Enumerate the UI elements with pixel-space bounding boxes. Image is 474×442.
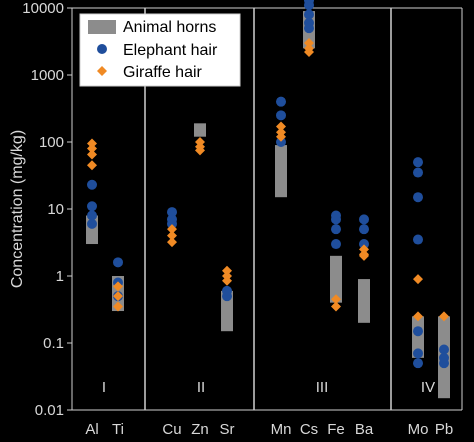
elephant-point bbox=[113, 257, 123, 268]
elephant-point bbox=[167, 207, 177, 218]
giraffe-point bbox=[113, 301, 123, 312]
elephant-point bbox=[167, 218, 177, 229]
x-tick-label: Ba bbox=[355, 421, 374, 438]
x-tick-label: Cs bbox=[300, 421, 318, 438]
group-label: I bbox=[102, 379, 106, 396]
elephant-point bbox=[87, 218, 97, 229]
y-tick-label: 100 bbox=[39, 134, 64, 151]
y-tick-label: 10000 bbox=[22, 0, 64, 17]
giraffe-point bbox=[331, 301, 341, 312]
elephant-point bbox=[331, 214, 341, 225]
elephant-point bbox=[222, 285, 232, 296]
elephant-point bbox=[359, 224, 369, 235]
y-tick-label: 1000 bbox=[31, 67, 64, 84]
elephant-point bbox=[87, 179, 97, 190]
plot-area: 0.01 0.1 1 10 100 1000 10000 Concentration (mg/… bbox=[9, 0, 463, 438]
giraffe-point bbox=[167, 237, 177, 248]
x-tick-label: Mo bbox=[408, 421, 429, 438]
giraffe-point bbox=[439, 311, 449, 322]
elephant-point bbox=[304, 9, 314, 20]
elephant-point bbox=[413, 358, 423, 369]
legend: Animal horns Elephant hair Giraffe hair bbox=[79, 13, 241, 87]
horn-range-box bbox=[330, 255, 342, 303]
giraffe-point bbox=[87, 160, 97, 171]
horn-range-box bbox=[412, 316, 424, 358]
legend-elephant-marker bbox=[97, 44, 107, 54]
giraffe-point bbox=[113, 281, 123, 292]
elephant-point bbox=[413, 348, 423, 359]
elephant-point bbox=[439, 358, 449, 369]
y-tick-label: 1 bbox=[56, 268, 64, 285]
legend-horn-swatch bbox=[88, 20, 116, 34]
x-tick-label: Mn bbox=[271, 421, 292, 438]
elephant-point bbox=[331, 224, 341, 235]
x-tick-label: Sr bbox=[220, 421, 235, 438]
group-label: II bbox=[197, 379, 205, 396]
giraffe-point bbox=[331, 294, 341, 305]
giraffe-point bbox=[87, 149, 97, 160]
giraffe-point bbox=[359, 250, 369, 261]
legend-label-horns: Animal horns bbox=[123, 19, 216, 36]
legend-label-giraffe: Giraffe hair bbox=[123, 64, 203, 81]
y-axis-label: Concentration (mg/kg) bbox=[9, 130, 26, 288]
elephant-point bbox=[276, 110, 286, 121]
horn-range-box bbox=[275, 145, 287, 198]
x-tick-label: Pb bbox=[435, 421, 453, 438]
elephant-point bbox=[304, 23, 314, 34]
giraffe-point bbox=[167, 224, 177, 235]
giraffe-point bbox=[359, 244, 369, 255]
giraffe-point bbox=[222, 265, 232, 276]
legend-label-elephant: Elephant hair bbox=[123, 42, 218, 59]
giraffe-point bbox=[304, 47, 314, 58]
giraffe-point bbox=[113, 291, 123, 302]
giraffe-point bbox=[413, 274, 423, 285]
giraffe-point bbox=[87, 143, 97, 154]
giraffe-point bbox=[413, 311, 423, 322]
elephant-point bbox=[276, 96, 286, 107]
elephant-point bbox=[439, 344, 449, 355]
group-label: IV bbox=[421, 379, 435, 396]
giraffe-point bbox=[304, 38, 314, 49]
horn-range-box bbox=[194, 123, 206, 137]
group-label: III bbox=[316, 379, 329, 396]
x-tick-label: Cu bbox=[162, 421, 181, 438]
giraffe-point bbox=[195, 145, 205, 156]
horn-range-box bbox=[221, 290, 233, 332]
elephant-point bbox=[413, 167, 423, 178]
legend-giraffe-marker bbox=[97, 66, 107, 76]
y-tick-label: 10 bbox=[47, 201, 64, 218]
elephant-point bbox=[304, 0, 314, 11]
x-tick-label: Fe bbox=[327, 421, 345, 438]
elephant-point bbox=[413, 192, 423, 203]
elephant-point bbox=[359, 214, 369, 225]
giraffe-point bbox=[276, 131, 286, 142]
x-tick-label: Ti bbox=[112, 421, 124, 438]
giraffe-point bbox=[87, 138, 97, 149]
giraffe-point bbox=[276, 121, 286, 132]
x-tick-label: Zn bbox=[191, 421, 209, 438]
elephant-point bbox=[413, 234, 423, 245]
elephant-point bbox=[87, 210, 97, 221]
giraffe-point bbox=[222, 275, 232, 286]
y-tick-label: 0.01 bbox=[35, 402, 64, 419]
elephant-point bbox=[331, 239, 341, 250]
y-tick-label: 0.1 bbox=[43, 335, 64, 352]
elephant-point bbox=[87, 201, 97, 212]
elephant-point bbox=[359, 239, 369, 250]
horn-range-box bbox=[358, 279, 370, 323]
elephant-point bbox=[276, 137, 286, 147]
x-tick-label: Al bbox=[85, 421, 98, 438]
giraffe-point bbox=[167, 230, 177, 241]
elephant-point bbox=[413, 326, 423, 337]
elephant-point bbox=[413, 157, 423, 168]
